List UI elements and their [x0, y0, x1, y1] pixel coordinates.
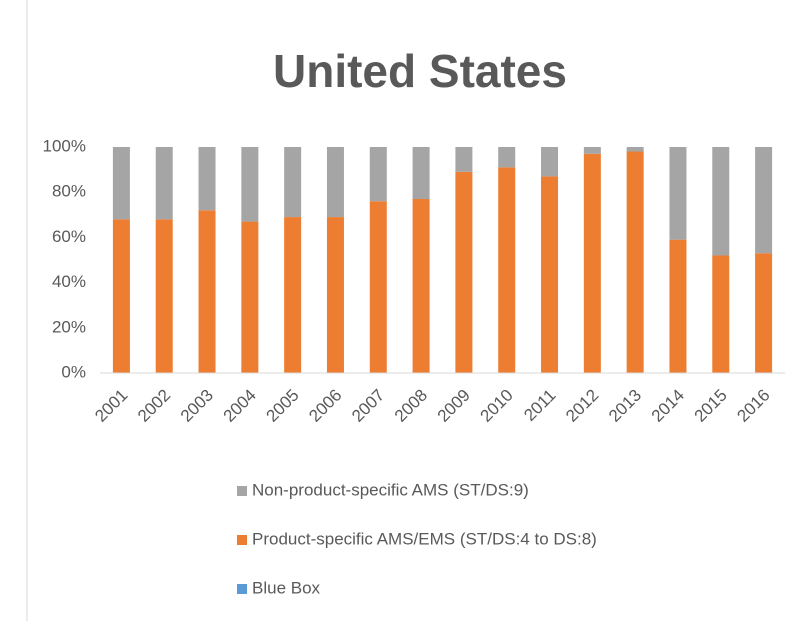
x-tick-label: 2004: [220, 386, 260, 426]
legend-label: Non-product-specific AMS (ST/DS:9): [252, 480, 529, 499]
bar-segment: [112, 219, 130, 373]
bar-segment: [626, 147, 644, 152]
bar-segment: [755, 253, 773, 373]
bar-segment: [455, 171, 473, 373]
bar-segment: [626, 151, 644, 373]
legend-label: Blue Box: [252, 578, 321, 597]
bar-segment: [669, 239, 687, 373]
bar-segment: [712, 255, 730, 373]
bar-segment: [198, 147, 216, 211]
bar-segment: [412, 198, 430, 373]
y-tick-label: 80%: [52, 182, 86, 201]
x-tick-label: 2010: [477, 386, 517, 426]
bar-segment: [541, 147, 559, 177]
y-tick-label: 0%: [61, 362, 86, 381]
bar-segment: [712, 147, 730, 256]
bar-segment: [498, 147, 516, 168]
x-tick-label: 2009: [434, 386, 474, 426]
bar-segment: [155, 219, 173, 373]
x-tick-label: 2011: [520, 386, 559, 425]
x-tick-label: 2006: [305, 386, 345, 426]
bar-segment: [112, 147, 130, 220]
bar-segment: [326, 147, 344, 218]
y-tick-label: 20%: [52, 317, 86, 336]
bar-segment: [284, 217, 302, 373]
bar-segment: [583, 153, 601, 373]
bar-segment: [498, 167, 516, 373]
x-tick-label: 2001: [91, 386, 131, 426]
x-tick-label: 2012: [562, 386, 602, 426]
x-tick-label: 2015: [691, 386, 731, 426]
bar-segment: [241, 221, 259, 373]
x-tick-label: 2014: [648, 386, 688, 426]
bar-segment: [412, 147, 430, 199]
bar-segment: [369, 201, 387, 373]
x-tick-label: 2016: [733, 386, 773, 426]
bar-segment: [326, 217, 344, 373]
bar-segment: [583, 147, 601, 154]
chart-title: United States: [273, 45, 567, 97]
legend-label: Product-specific AMS/EMS (ST/DS:4 to DS:…: [252, 529, 597, 548]
bar-segment: [455, 147, 473, 172]
bar-segment: [241, 147, 259, 222]
bar-segment: [198, 210, 216, 373]
legend-swatch: [237, 486, 247, 496]
bar-segment: [284, 147, 302, 218]
legend-swatch: [237, 535, 247, 545]
x-tick-label: 2005: [262, 386, 302, 426]
x-tick-label: 2008: [391, 386, 431, 426]
legend-swatch: [237, 584, 247, 594]
x-tick-label: 2003: [177, 386, 217, 426]
y-tick-label: 100%: [43, 136, 86, 155]
x-tick-label: 2013: [605, 386, 645, 426]
bar-segment: [155, 147, 173, 220]
bar-segment: [541, 176, 559, 373]
bar-segment: [755, 147, 773, 254]
y-tick-label: 40%: [52, 272, 86, 291]
bar-segment: [669, 147, 687, 240]
bar-segment: [369, 147, 387, 202]
x-tick-label: 2007: [348, 386, 388, 426]
x-tick-label: 2002: [134, 386, 174, 426]
y-tick-label: 60%: [52, 227, 86, 246]
